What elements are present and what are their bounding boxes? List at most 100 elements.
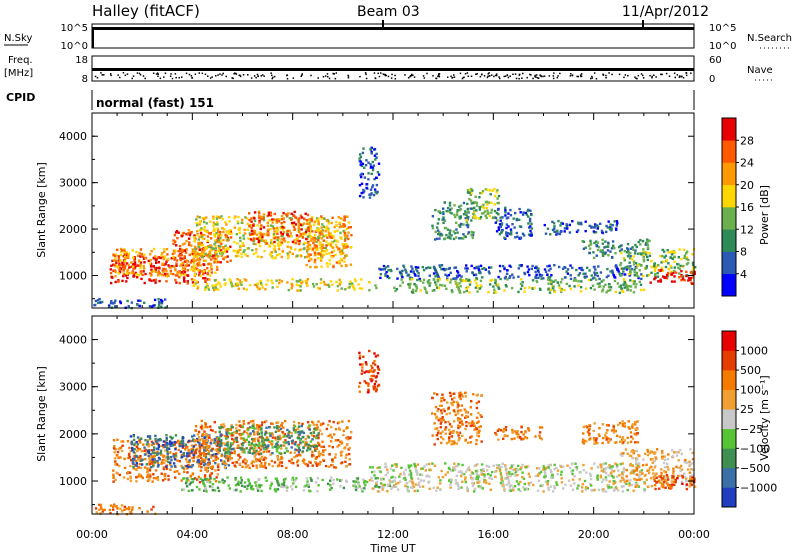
- heatmap-cell: [261, 286, 264, 289]
- heatmap-cell: [280, 222, 283, 225]
- heatmap-cell: [229, 259, 232, 262]
- heatmap-cell: [618, 285, 621, 289]
- heatmap-cell: [588, 278, 591, 282]
- heatmap-cell: [689, 276, 693, 280]
- heatmap-cell: [440, 268, 443, 271]
- heatmap-cell: [141, 273, 144, 277]
- heatmap-cell: [174, 231, 178, 234]
- heatmap-cell: [517, 267, 520, 270]
- heatmap-cell: [356, 478, 359, 482]
- heatmap-cell: [130, 458, 133, 462]
- heatmap-cell: [473, 206, 476, 210]
- nave-dot: [412, 74, 414, 76]
- heatmap-cell: [172, 255, 175, 259]
- heatmap-cell: [308, 448, 312, 451]
- heatmap-cell: [320, 265, 323, 268]
- heatmap-cell: [460, 486, 463, 489]
- heatmap-cell: [255, 449, 258, 452]
- heatmap-cell: [298, 433, 301, 436]
- heatmap-cell: [270, 481, 273, 484]
- heatmap-cell: [612, 244, 615, 247]
- heatmap-cell: [186, 446, 189, 449]
- heatmap-cell: [268, 440, 271, 443]
- heatmap-cell: [488, 266, 491, 269]
- heatmap-cell: [261, 455, 264, 458]
- heatmap-cell: [605, 478, 608, 482]
- heatmap-cell: [499, 219, 502, 222]
- heatmap-cell: [663, 256, 666, 259]
- heatmap-cell: [374, 485, 377, 488]
- heatmap-cell: [234, 478, 237, 481]
- heatmap-cell: [147, 439, 150, 442]
- heatmap-cell: [495, 230, 499, 233]
- heatmap-cell: [182, 442, 185, 445]
- nave-dot: [522, 72, 524, 75]
- heatmap-cell: [181, 488, 184, 491]
- heatmap-cell: [577, 274, 580, 277]
- heatmap-cell: [257, 238, 261, 241]
- heatmap-cell: [320, 237, 323, 240]
- heatmap-cell: [640, 277, 643, 281]
- colorbar-segment: [722, 140, 736, 163]
- heatmap-cell: [610, 229, 613, 232]
- heatmap-cell: [128, 266, 131, 269]
- heatmap-cell: [445, 287, 448, 290]
- heatmap-cell: [269, 241, 273, 244]
- heatmap-cell: [354, 487, 357, 490]
- heatmap-cell: [278, 434, 281, 437]
- heatmap-cell: [466, 232, 470, 236]
- heatmap-cell: [196, 433, 200, 436]
- heatmap-cell: [109, 512, 112, 515]
- heatmap-cell: [207, 461, 210, 465]
- heatmap-cell: [401, 275, 404, 279]
- nave-dot: [676, 74, 679, 76]
- heatmap-cell: [370, 476, 373, 480]
- heatmap-cell: [593, 271, 596, 274]
- heatmap-cell: [276, 440, 279, 444]
- heatmap-cell: [243, 249, 246, 252]
- heatmap-cell: [472, 231, 475, 234]
- heatmap-cell: [593, 462, 596, 465]
- heatmap-cell: [149, 473, 152, 476]
- heatmap-cell: [354, 488, 358, 492]
- heatmap-cell: [646, 246, 650, 250]
- heatmap-cell: [490, 208, 493, 212]
- heatmap-cell: [593, 276, 596, 279]
- heatmap-cell: [613, 279, 617, 283]
- heatmap-cell: [300, 282, 303, 285]
- heatmap-cell: [352, 484, 355, 487]
- heatmap-cell: [264, 466, 267, 470]
- heatmap-cell: [199, 229, 202, 232]
- heatmap-cell: [377, 368, 381, 371]
- heatmap-cell: [212, 229, 215, 233]
- heatmap-cell: [517, 290, 520, 294]
- heatmap-cell: [114, 463, 117, 466]
- heatmap-cell: [280, 485, 283, 488]
- heatmap-cell: [423, 286, 426, 289]
- heatmap-cell: [596, 465, 600, 469]
- heatmap-cell: [220, 480, 223, 483]
- heatmap-cell: [317, 221, 320, 224]
- heatmap-cell: [219, 442, 222, 445]
- heatmap-cell: [334, 466, 338, 469]
- heatmap-cell: [589, 278, 593, 281]
- heatmap-cell: [319, 278, 323, 281]
- heatmap-cell: [202, 482, 205, 485]
- heatmap-cell: [604, 251, 607, 254]
- heatmap-cell: [673, 269, 676, 273]
- heatmap-cell: [346, 245, 349, 248]
- heatmap-cell: [135, 476, 138, 479]
- heatmap-cell: [179, 273, 183, 277]
- nave-dot: [242, 74, 245, 76]
- heatmap-cell: [399, 472, 402, 476]
- heatmap-cell: [147, 259, 150, 263]
- heatmap-cell: [151, 464, 155, 468]
- heatmap-cell: [331, 463, 334, 467]
- heatmap-cell: [250, 485, 254, 488]
- heatmap-cell: [258, 221, 261, 224]
- heatmap-cell: [530, 227, 534, 230]
- heatmap-cell: [639, 243, 642, 246]
- heatmap-cell: [216, 473, 219, 476]
- heatmap-cell: [632, 282, 635, 286]
- heatmap-cell: [635, 245, 638, 249]
